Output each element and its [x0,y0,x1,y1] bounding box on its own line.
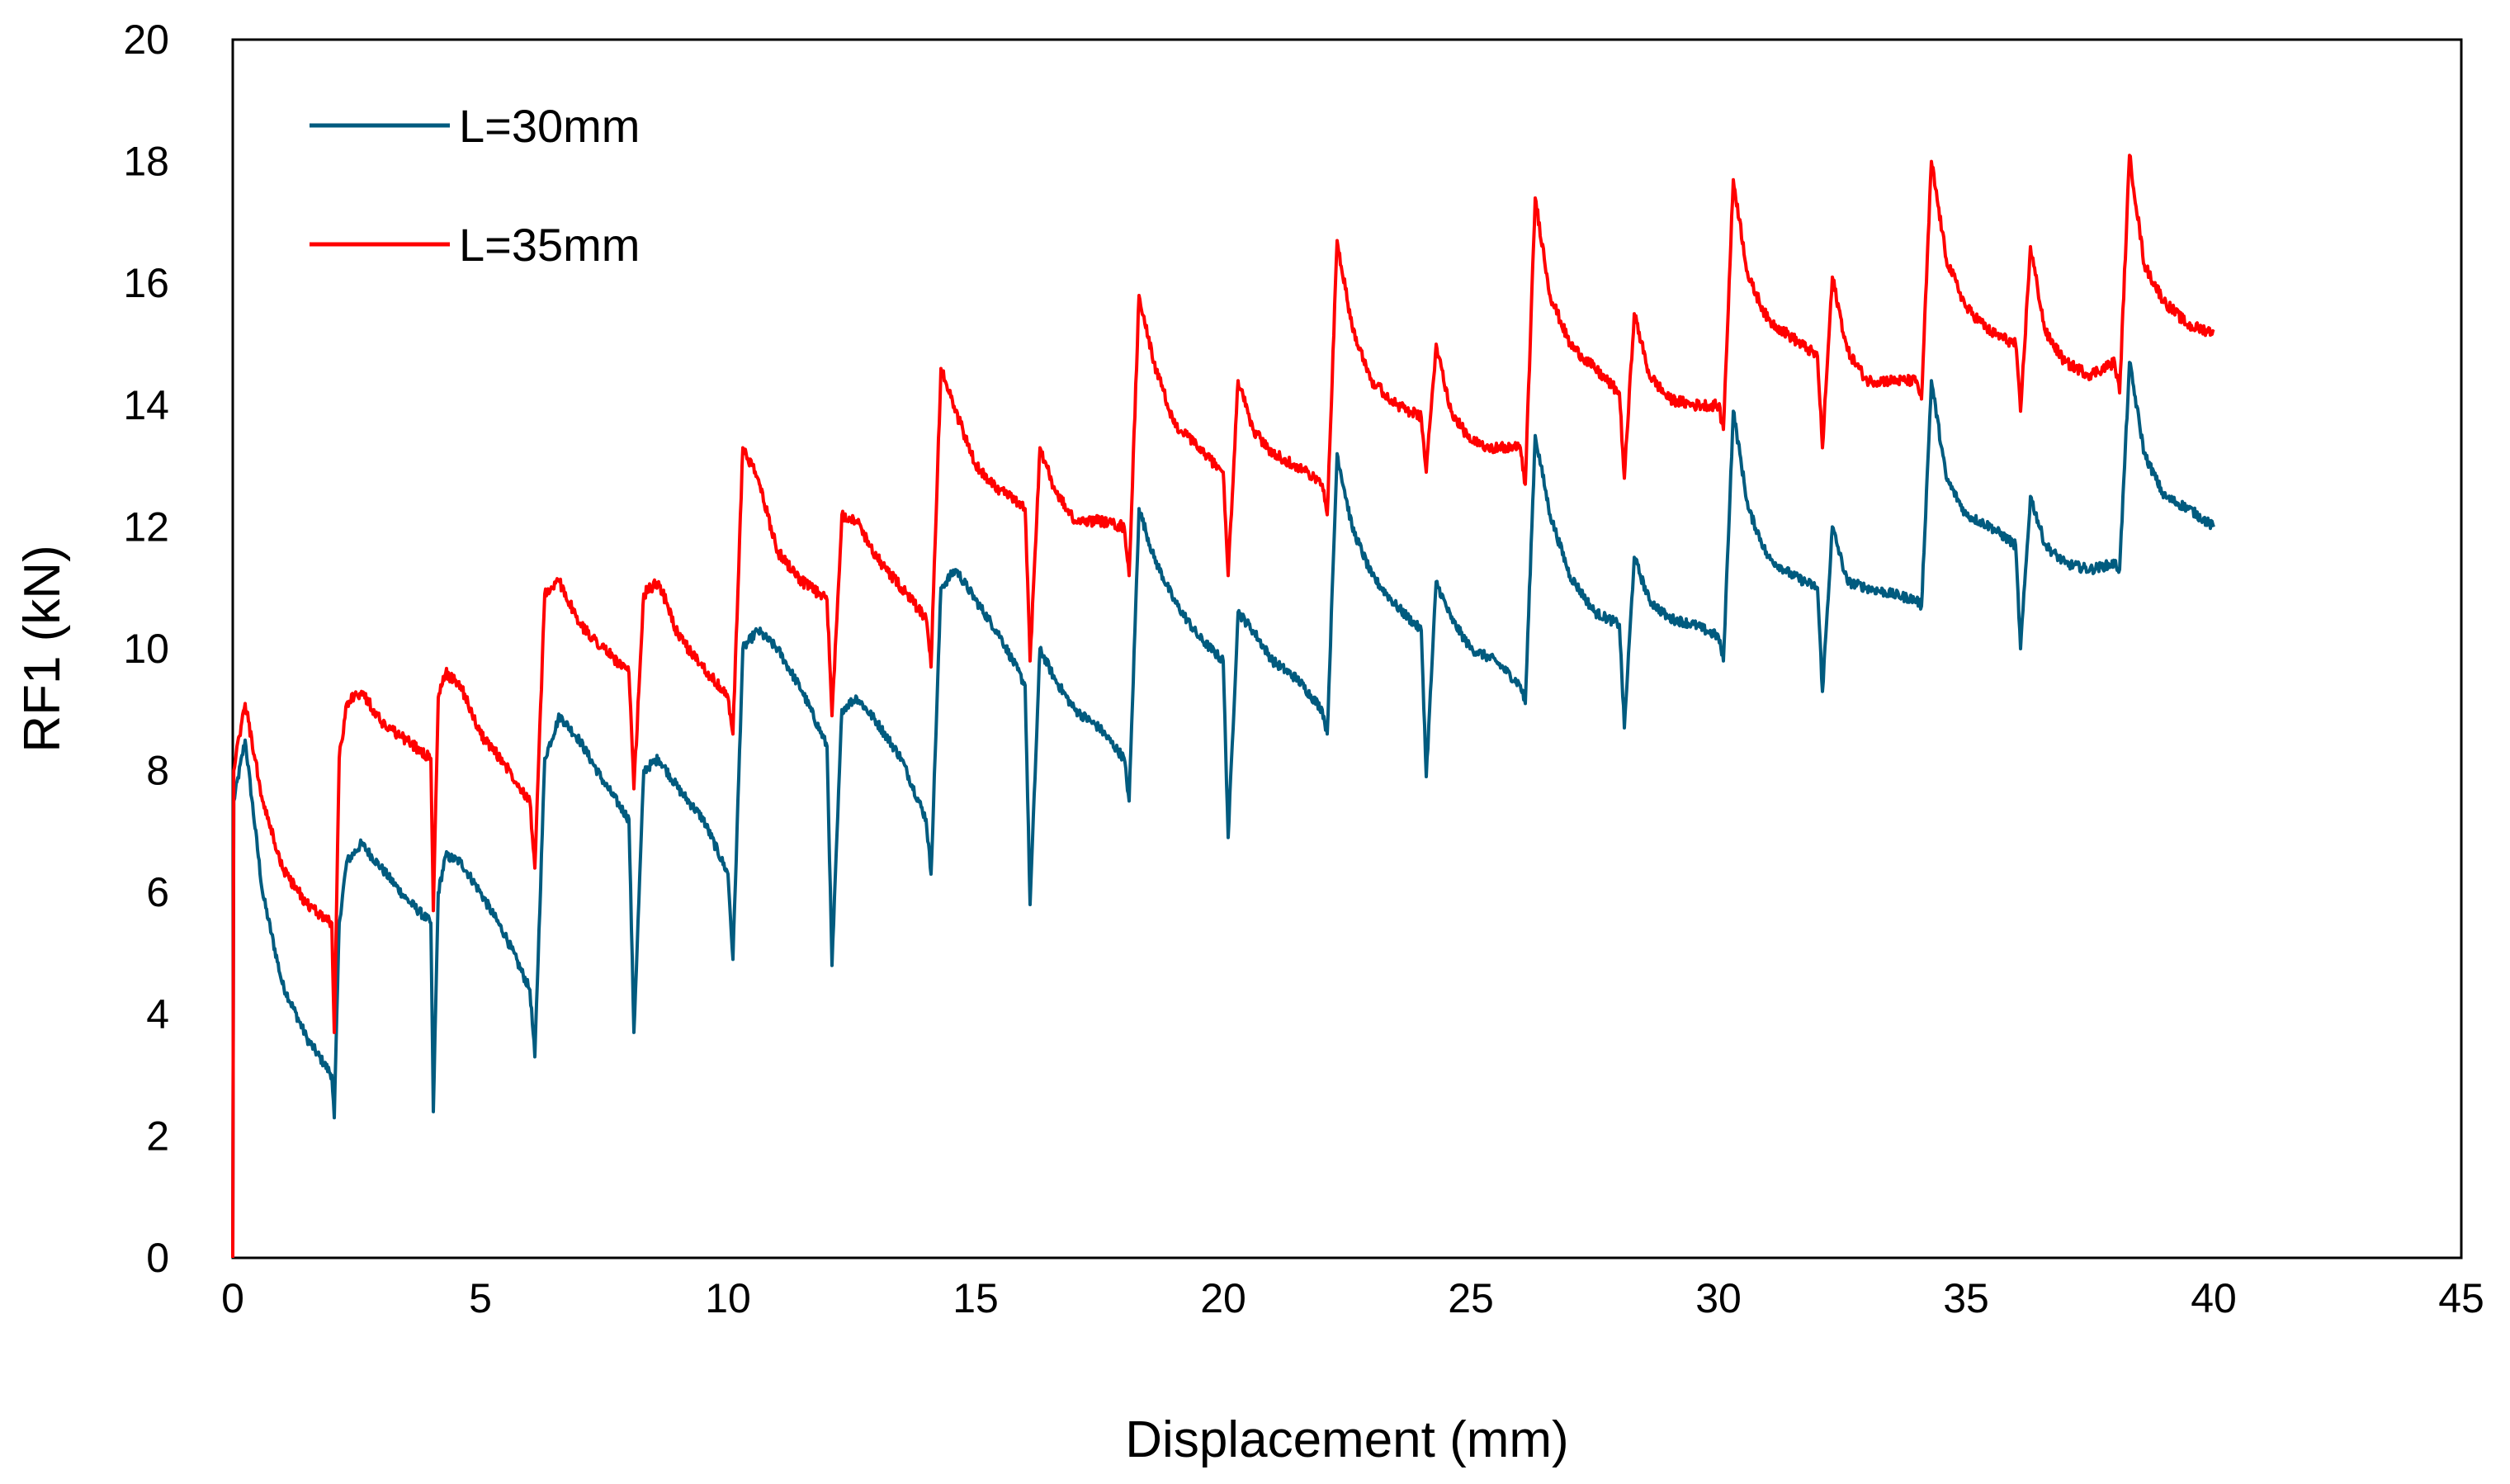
x-tick-label: 25 [1448,1275,1494,1321]
y-axis-ticks: 0 2 4 6 8 10 12 14 16 18 20 [123,17,169,1281]
series-layer [231,154,2215,1259]
y-tick-label: 14 [123,382,169,428]
y-tick-label: 20 [123,17,169,63]
x-tick-label: 40 [2191,1275,2237,1321]
x-tick-label: 30 [1695,1275,1742,1321]
y-tick-label: 16 [123,260,169,306]
legend: L=30mm L=35mm [310,100,640,271]
y-tick-label: 0 [146,1235,169,1281]
series-line-l30 [231,361,2215,1259]
x-tick-label: 5 [469,1275,492,1321]
series-line-l35 [231,154,2215,1259]
x-tick-label: 15 [952,1275,999,1321]
y-tick-label: 4 [146,991,169,1037]
legend-label-l35: L=35mm [459,219,640,271]
y-tick-label: 6 [146,869,169,915]
legend-label-l30: L=30mm [459,100,640,152]
x-axis-title: Displacement (mm) [1125,1411,1568,1468]
x-tick-label: 0 [221,1275,244,1321]
x-tick-label: 10 [705,1275,751,1321]
y-tick-label: 18 [123,139,169,185]
y-axis-title: RF1 (kN) [14,545,71,752]
x-axis-ticks: 0 5 10 15 20 25 30 35 40 45 [221,1275,2484,1321]
x-tick-label: 35 [1943,1275,1989,1321]
y-tick-label: 8 [146,748,169,794]
x-tick-label: 45 [2438,1275,2484,1321]
y-tick-label: 2 [146,1113,169,1159]
y-tick-label: 10 [123,626,169,672]
x-tick-label: 20 [1200,1275,1246,1321]
y-tick-label: 12 [123,503,169,550]
